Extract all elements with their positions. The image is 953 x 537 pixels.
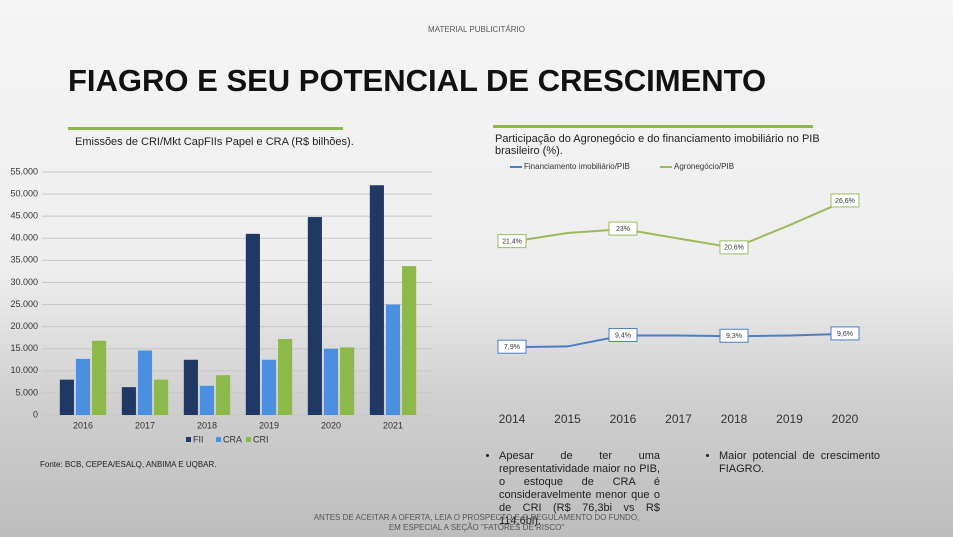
x-tick-label: 2019 — [776, 412, 803, 426]
bar — [262, 360, 276, 415]
value-label: 26,6% — [835, 198, 855, 205]
y-tick-label: 25.000 — [10, 299, 38, 309]
x-tick-label: 2016 — [610, 412, 637, 426]
legend-swatch — [246, 437, 251, 442]
y-tick-label: 30.000 — [10, 277, 38, 287]
legend-label: CRI — [253, 434, 269, 444]
bar — [76, 359, 90, 415]
footer-line: EM ESPECIAL A SEÇÃO "FATORES DE RISCO" — [0, 523, 953, 533]
x-tick-label: 2018 — [721, 412, 748, 426]
value-label: 9,3% — [726, 333, 742, 340]
value-label: 23% — [616, 226, 630, 233]
y-tick-label: 10.000 — [10, 365, 38, 375]
legend-swatch — [216, 437, 221, 442]
x-tick-label: 2017 — [135, 420, 155, 430]
y-tick-label: 50.000 — [10, 188, 38, 198]
slide-title: FIAGRO E SEU POTENCIAL DE CRESCIMENTO — [68, 63, 766, 99]
chart-title: Participação do Agronegócio e do financi… — [495, 133, 835, 157]
title-underline — [68, 127, 343, 130]
header-label: MATERIAL PUBLICITÁRIO — [0, 25, 953, 34]
y-tick-label: 20.000 — [10, 321, 38, 331]
x-tick-label: 2018 — [197, 420, 217, 430]
bar — [246, 234, 260, 415]
bar — [184, 360, 198, 415]
y-tick-label: 5.000 — [15, 387, 38, 397]
value-label: 20,6% — [724, 245, 744, 252]
y-tick-label: 15.000 — [10, 343, 38, 353]
source: Fonte: BCB, CEPEA/ESALQ, ANBIMA E UQBAR. — [40, 460, 217, 469]
chart-title: Emissões de CRI/Mkt CapFIIs Papel e CRA … — [75, 136, 354, 148]
value-label: 9,6% — [837, 331, 853, 338]
footer: ANTES DE ACEITAR A OFERTA, LEIA O PROSPE… — [0, 513, 953, 533]
bar — [200, 386, 214, 415]
bar — [402, 266, 416, 415]
legend-swatch — [186, 437, 191, 442]
y-tick-label: 55.000 — [10, 166, 38, 176]
x-tick-label: 2015 — [554, 412, 581, 426]
value-label: 9,4% — [615, 332, 631, 339]
footer-line: ANTES DE ACEITAR A OFERTA, LEIA O PROSPE… — [0, 513, 953, 523]
note-text: Maior potencial de crescimento FIAGRO. — [719, 450, 880, 476]
value-label: 21,4% — [502, 238, 522, 245]
note: Maior potencial de crescimento FIAGRO. — [705, 450, 880, 476]
x-tick-label: 2017 — [665, 412, 692, 426]
value-label: 7,9% — [504, 344, 520, 351]
y-tick-label: 35.000 — [10, 255, 38, 265]
bar — [92, 341, 106, 415]
x-tick-label: 2016 — [73, 420, 93, 430]
bar — [340, 347, 354, 415]
series-line — [512, 334, 845, 347]
x-tick-label: 2014 — [499, 412, 526, 426]
y-tick-label: 45.000 — [10, 211, 38, 221]
slide: 0 5.000 10.000 15.000 20.000 25.000 30.000 35.0… — [0, 0, 953, 537]
bar — [154, 380, 168, 415]
bar — [216, 375, 230, 415]
legend-label: Agronegócio/PIB — [674, 162, 734, 171]
title-underline — [493, 125, 813, 128]
bar — [122, 387, 136, 415]
x-tick-label: 2020 — [832, 412, 859, 426]
legend-label: Financiamento imobiliário/PIB — [524, 162, 630, 171]
x-tick-label: 2021 — [383, 420, 403, 430]
x-tick-label: 2020 — [321, 420, 341, 430]
bar — [278, 339, 292, 415]
legend-label: CRA — [223, 434, 242, 444]
legend-label: FII — [193, 434, 204, 444]
bar — [60, 380, 74, 415]
y-tick-label: 40.000 — [10, 233, 38, 243]
bar — [308, 217, 322, 415]
y-tick-label: 0 — [33, 409, 38, 419]
x-tick-label: 2019 — [259, 420, 279, 430]
series-line — [512, 201, 845, 248]
bar — [324, 349, 338, 415]
bar — [138, 350, 152, 415]
bar — [370, 185, 384, 415]
bar — [386, 305, 400, 415]
